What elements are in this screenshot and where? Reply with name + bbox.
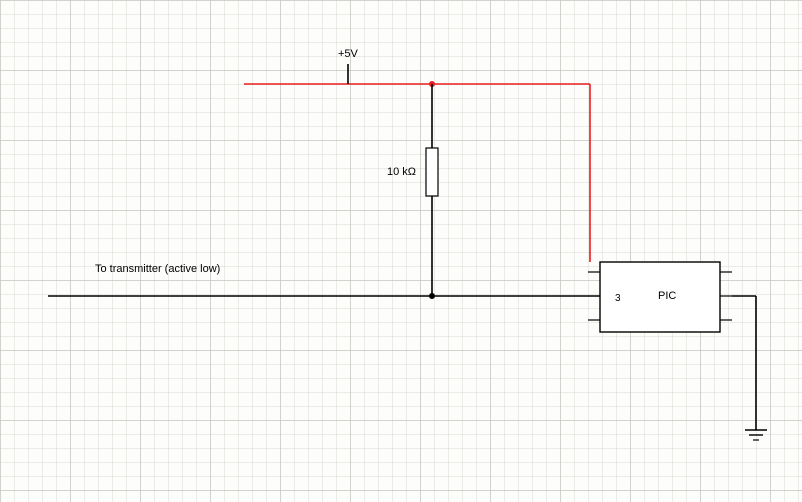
transmitter-label: To transmitter (active low) (95, 263, 220, 275)
chip-label: PIC (658, 290, 676, 302)
supply-label: +5V (338, 48, 358, 60)
resistor-label: 10 kΩ (387, 166, 416, 178)
pin-label: 3 (615, 293, 621, 304)
schematic-canvas (0, 0, 802, 502)
junction-signal-resistor (429, 293, 435, 299)
resistor-body (426, 148, 438, 196)
